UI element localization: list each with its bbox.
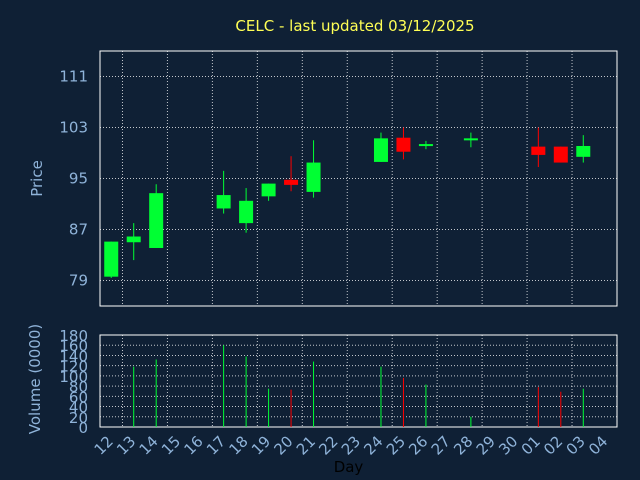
- candle-body: [216, 195, 231, 209]
- price-tick-label: 87: [69, 221, 88, 239]
- candle-body: [284, 179, 299, 185]
- candle-body: [306, 162, 321, 192]
- volume-tick-label: 0: [78, 419, 88, 437]
- volume-tick-label: 100: [59, 368, 88, 386]
- candle-body: [104, 241, 119, 277]
- price-panel: 79 87 95 103 111 Price: [28, 50, 618, 307]
- volume-tick-label: 160: [59, 337, 88, 355]
- volume-tick-label: 40: [69, 399, 88, 417]
- candle-body: [531, 146, 546, 155]
- volume-tick-label: 180: [59, 327, 88, 345]
- volume-tick-label: 20: [69, 409, 88, 427]
- candle-body: [576, 145, 591, 157]
- x-axis: 1213141516171819202122232425262728293001…: [91, 432, 612, 476]
- x-tick-label: 04: [585, 432, 611, 458]
- x-axis-label: Day: [334, 458, 364, 476]
- price-tick-label: 103: [59, 119, 88, 137]
- price-tick-label: 79: [69, 272, 88, 290]
- volume-tick-label: 80: [69, 378, 88, 396]
- candle-body: [149, 193, 164, 248]
- volume-tick-label: 120: [59, 358, 88, 376]
- candle-body: [373, 138, 388, 162]
- candle-body: [126, 236, 141, 243]
- candle-body: [396, 137, 411, 152]
- chart-title: CELC - last updated 03/12/2025: [235, 17, 474, 35]
- price-tick-label: 111: [59, 68, 88, 86]
- volume-axis-label: Volume (0000): [26, 324, 44, 434]
- candle-body: [418, 144, 433, 147]
- price-tick-label: 95: [69, 170, 88, 188]
- volume-frame: [99, 334, 618, 428]
- volume-tick-label: 140: [59, 347, 88, 365]
- volume-tick-label: 60: [69, 388, 88, 406]
- candle-body: [463, 138, 478, 141]
- candle-body: [553, 146, 568, 163]
- candle-body: [239, 200, 254, 224]
- price-axis-label: Price: [28, 160, 46, 197]
- candle-body: [261, 183, 276, 197]
